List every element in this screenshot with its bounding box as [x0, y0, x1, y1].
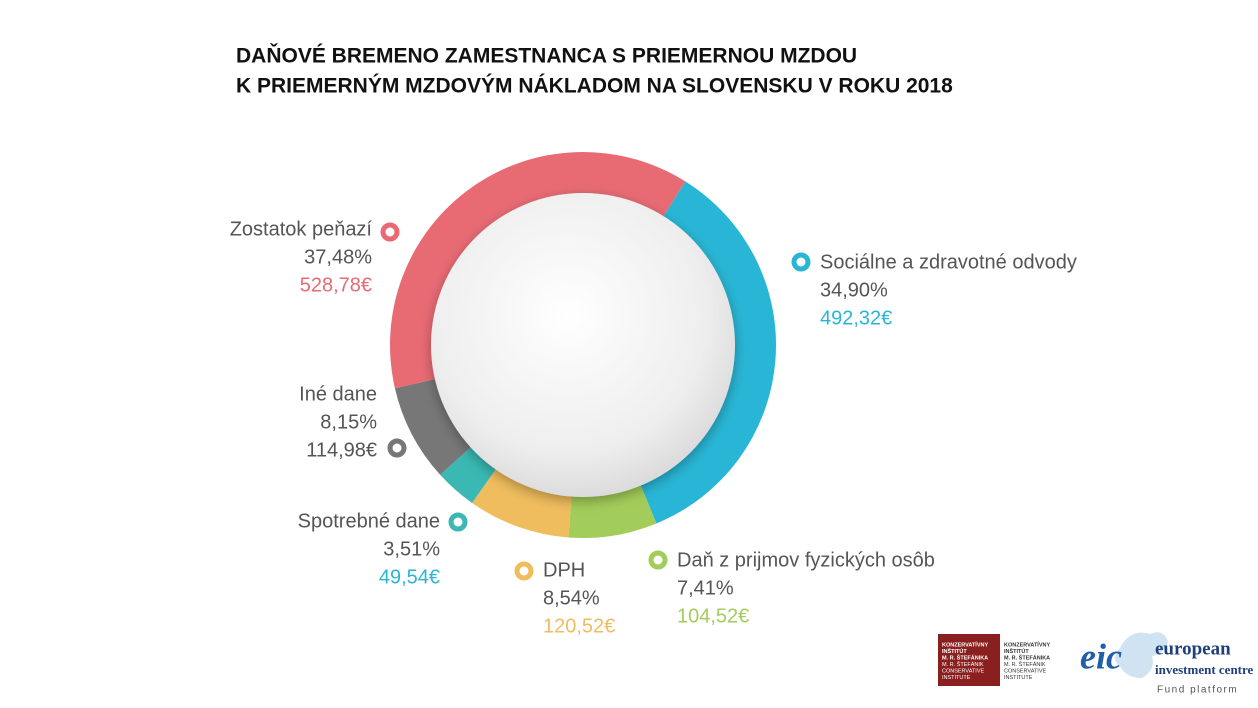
chart-title: K PRIEMERNÝM MZDOVÝM NÁKLADOM NA SLOVENS…: [236, 74, 953, 98]
legend-marker: [448, 512, 468, 532]
map-shape: [1115, 632, 1168, 678]
kis-text: M. R. ŠTEFÁNIK: [1004, 661, 1046, 668]
kis-text: INŠTITÚT: [1004, 647, 1029, 655]
kis-text: CONSERVATIVE: [942, 668, 985, 674]
value-label: 37,48%: [304, 246, 372, 268]
value-label: 7,41%: [677, 577, 734, 599]
value-label: 8,15%: [320, 411, 377, 433]
amount-label: 104,52€: [677, 605, 749, 627]
category-label: DPH: [543, 559, 585, 581]
value-label: 3,51%: [383, 538, 440, 560]
kis-text: KONZERVATÍVNY: [942, 640, 988, 648]
eic-name: european: [1155, 638, 1231, 659]
legend-marker: [380, 222, 400, 242]
kis-text: INSTITUTE: [1004, 675, 1033, 681]
value-label: 34,90%: [820, 279, 888, 301]
legend-marker: [387, 438, 407, 458]
eic-logo: eic european investment centre Fund plat…: [1080, 632, 1254, 696]
kis-text: M. R. ŠTEFÁNIKA: [942, 653, 988, 661]
chart-title: DAŇOVÉ BREMENO ZAMESTNANCA S PRIEMERNOU …: [236, 44, 857, 68]
kis-text: KONZERVATÍVNY: [1004, 640, 1050, 648]
amount-label: 492,32€: [820, 307, 892, 329]
eic-mark: eic: [1080, 636, 1122, 676]
amount-label: 528,78€: [300, 274, 372, 296]
amount-label: 49,54€: [379, 566, 440, 588]
amount-label: 120,52€: [543, 615, 615, 637]
eic-name: investment centre: [1155, 662, 1254, 677]
category-label: Daň z prijmov fyzických osôb: [677, 549, 935, 571]
legend-marker: [648, 550, 668, 570]
category-label: Sociálne a zdravotné odvody: [820, 251, 1077, 273]
logo-box: [938, 634, 1000, 686]
kis-text: M. R. ŠTEFÁNIKA: [1004, 653, 1050, 661]
kis-text: M. R. ŠTEFÁNIK: [942, 661, 984, 668]
eic-tagline: Fund platform: [1157, 685, 1238, 696]
kis-text: CONSERVATIVE: [1004, 668, 1047, 674]
category-label: Spotrebné dane: [298, 510, 440, 532]
category-label: Zostatok peňazí: [230, 218, 373, 240]
value-label: 8,54%: [543, 587, 600, 609]
legend-marker: [514, 561, 534, 581]
kis-text: INŠTITÚT: [942, 647, 967, 655]
legend-marker: [791, 252, 811, 272]
amount-label: 114,98€: [306, 439, 377, 461]
category-label: Iné dane: [299, 383, 377, 405]
donut-hole: [431, 193, 735, 497]
kis-text: INSTITUTE: [942, 675, 971, 681]
